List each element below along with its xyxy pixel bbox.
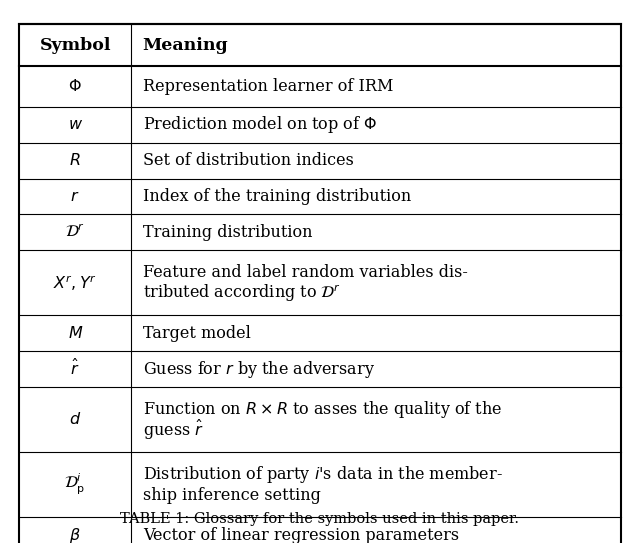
Text: Function on $R\times R$ to asses the quality of the: Function on $R\times R$ to asses the qua…	[143, 399, 502, 420]
Text: ship inference setting: ship inference setting	[143, 487, 321, 504]
Text: Feature and label random variables dis-: Feature and label random variables dis-	[143, 264, 468, 281]
Text: $d$: $d$	[69, 411, 81, 428]
Text: Symbol: Symbol	[40, 36, 111, 54]
Text: $w$: $w$	[68, 116, 83, 134]
Text: Meaning: Meaning	[143, 36, 228, 54]
Text: $X^r, Y^r$: $X^r, Y^r$	[53, 273, 97, 293]
Text: Distribution of party $i$'s data in the member-: Distribution of party $i$'s data in the …	[143, 464, 502, 485]
Text: guess $\hat{r}$: guess $\hat{r}$	[143, 418, 204, 442]
Text: $r$: $r$	[70, 188, 80, 205]
Text: Training distribution: Training distribution	[143, 224, 312, 241]
Text: Guess for $r$ by the adversary: Guess for $r$ by the adversary	[143, 359, 374, 380]
Text: Prediction model on top of $\Phi$: Prediction model on top of $\Phi$	[143, 115, 377, 135]
Text: Vector of linear regression parameters: Vector of linear regression parameters	[143, 527, 459, 543]
Text: $R$: $R$	[69, 152, 81, 169]
Text: Set of distribution indices: Set of distribution indices	[143, 152, 353, 169]
Text: Target model: Target model	[143, 325, 251, 342]
Text: tributed according to $\mathcal{D}^r$: tributed according to $\mathcal{D}^r$	[143, 282, 340, 304]
Text: $\beta$: $\beta$	[69, 526, 81, 543]
Text: Index of the training distribution: Index of the training distribution	[143, 188, 411, 205]
Text: Representation learner of IRM: Representation learner of IRM	[143, 78, 393, 95]
Text: $\hat{r}$: $\hat{r}$	[70, 359, 80, 379]
Text: $\mathcal{D}^r$: $\mathcal{D}^r$	[65, 224, 85, 241]
Text: $\mathcal{D}_\mathrm{p}^i$: $\mathcal{D}_\mathrm{p}^i$	[65, 472, 86, 497]
Text: $M$: $M$	[67, 325, 83, 342]
Text: $\Phi$: $\Phi$	[68, 78, 82, 95]
Text: TABLE 1: Glossary for the symbols used in this paper.: TABLE 1: Glossary for the symbols used i…	[120, 512, 520, 526]
